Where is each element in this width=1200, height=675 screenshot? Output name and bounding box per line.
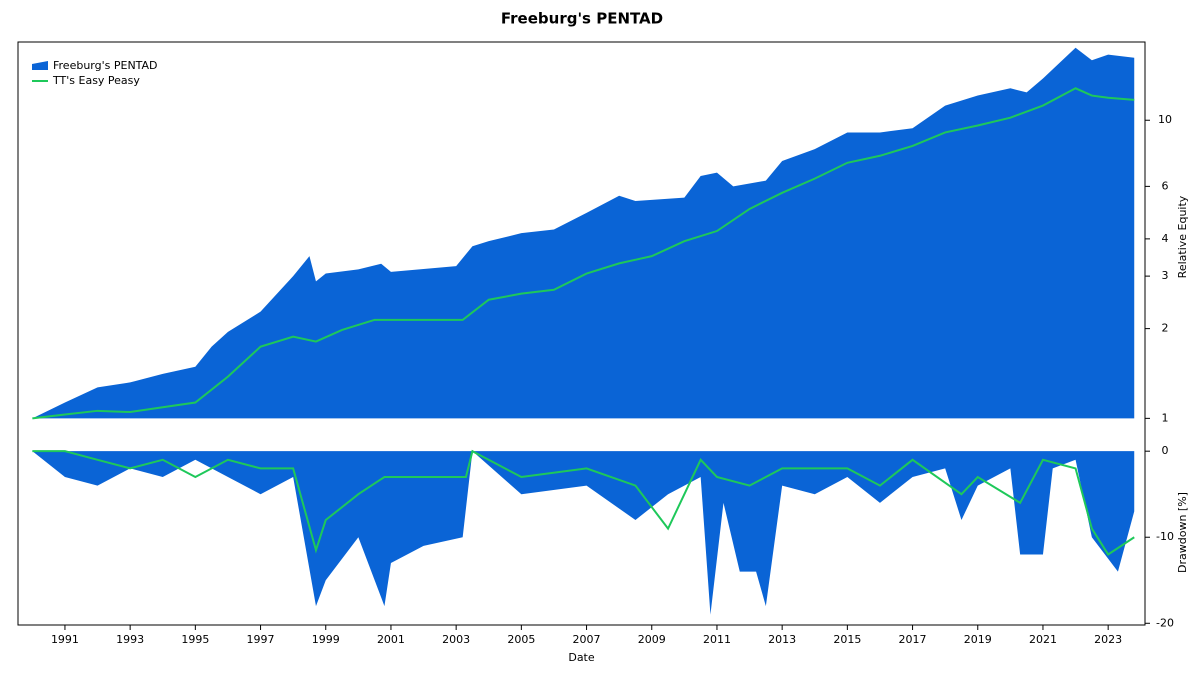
x-tick-label: 1999 <box>312 633 340 646</box>
x-tick-label: 2013 <box>768 633 796 646</box>
y-tick-label: 10 <box>1158 113 1172 126</box>
series-area <box>32 451 1135 615</box>
x-tick-label: 2019 <box>964 633 992 646</box>
y-tick-label: 0 <box>1162 444 1169 457</box>
x-tick-label: 2003 <box>442 633 470 646</box>
series-line <box>32 87 1135 420</box>
y-axis-label: Relative Equity <box>1176 195 1189 278</box>
x-tick-label: 1997 <box>247 633 275 646</box>
legend-label: Freeburg's PENTAD <box>53 59 158 72</box>
y-tick-label: 3 <box>1162 269 1169 282</box>
chart-title: Freeburg's PENTAD <box>501 10 663 28</box>
y-tick-label: -20 <box>1156 616 1174 629</box>
x-tick-label: 2001 <box>377 633 405 646</box>
x-tick-label: 1995 <box>181 633 209 646</box>
y-tick-label: 1 <box>1162 411 1169 424</box>
x-tick-label: 2007 <box>573 633 601 646</box>
y-tick-label: 4 <box>1162 232 1169 245</box>
y-tick-label: -10 <box>1156 530 1174 543</box>
x-axis-label: Date <box>568 651 595 664</box>
legend-label: TT's Easy Peasy <box>52 74 140 87</box>
series-area <box>32 47 1135 419</box>
x-tick-label: 2017 <box>899 633 927 646</box>
x-tick-label: 2005 <box>507 633 535 646</box>
legend-swatch <box>32 61 48 70</box>
x-tick-label: 2023 <box>1094 633 1122 646</box>
y-tick-label: 6 <box>1162 179 1169 192</box>
series-line <box>32 449 1135 556</box>
x-tick-label: 1991 <box>51 633 79 646</box>
plot-frame <box>17 41 1146 626</box>
x-tick-label: 2015 <box>833 633 861 646</box>
x-tick-label: 2009 <box>638 633 666 646</box>
x-tick-label: 2011 <box>703 633 731 646</box>
y-axis-label: Drawdown [%] <box>1176 492 1189 573</box>
x-tick-label: 2021 <box>1029 633 1057 646</box>
y-tick-label: 2 <box>1162 322 1169 335</box>
x-tick-label: 1993 <box>116 633 144 646</box>
